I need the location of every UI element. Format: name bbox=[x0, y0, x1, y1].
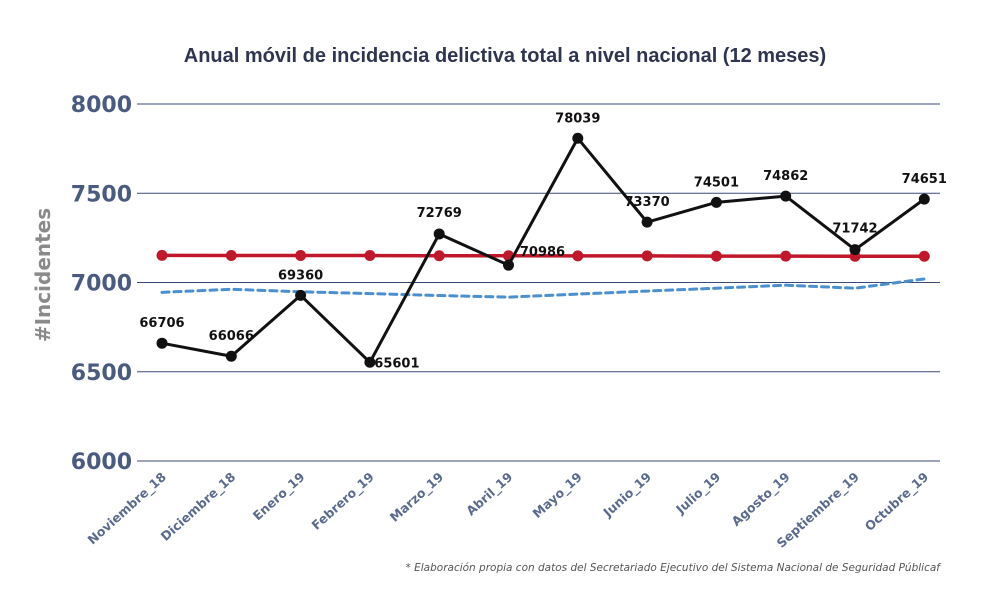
y-tick-label: 6500 bbox=[71, 361, 132, 386]
data-point-incidentes bbox=[503, 259, 514, 271]
data-point-incidentes bbox=[156, 337, 168, 349]
data-label: 73370 bbox=[624, 195, 669, 210]
x-tick-label: Junio_19 bbox=[600, 469, 655, 521]
data-point-promedio bbox=[572, 250, 584, 262]
data-point-incidentes bbox=[780, 190, 792, 202]
data-point-incidentes bbox=[641, 216, 653, 228]
data-point-promedio bbox=[225, 250, 237, 262]
data-label: 74501 bbox=[694, 175, 739, 190]
x-tick-label: Abril_19 bbox=[463, 469, 516, 519]
data-label: 70986 bbox=[520, 245, 565, 260]
footnote: * Elaboración propia con datos del Secre… bbox=[406, 562, 943, 574]
data-point-incidentes bbox=[433, 228, 445, 240]
data-point-promedio bbox=[156, 249, 168, 261]
series-line-incidentes bbox=[160, 136, 926, 364]
x-tick-label: Enero_19 bbox=[250, 469, 309, 524]
data-label: 66706 bbox=[139, 316, 184, 331]
data-label: 74651 bbox=[902, 172, 947, 187]
data-point-promedio bbox=[364, 250, 376, 262]
data-point-incidentes bbox=[225, 350, 237, 362]
data-label: 78039 bbox=[555, 111, 600, 126]
data-point-incidentes bbox=[364, 356, 376, 368]
data-point-promedio bbox=[641, 250, 653, 262]
x-tick-label: Agosto_19 bbox=[729, 469, 794, 530]
series-line-promedio bbox=[160, 253, 927, 259]
series-line-tendencia bbox=[160, 277, 926, 299]
x-tick-label: Julio_19 bbox=[672, 469, 724, 518]
y-tick-label: 8000 bbox=[71, 93, 132, 118]
y-axis-label: #Incidentes bbox=[31, 208, 55, 342]
data-point-promedio bbox=[433, 250, 445, 262]
x-tick-label: Noviembre_18 bbox=[84, 469, 169, 548]
data-label: 66066 bbox=[209, 329, 254, 344]
x-tick-label: Diciembre_18 bbox=[158, 469, 239, 545]
data-label: 69360 bbox=[278, 268, 323, 283]
x-tick-label: Octubre_19 bbox=[862, 469, 932, 535]
x-tick-label: Mayo_19 bbox=[530, 469, 586, 522]
data-point-incidentes bbox=[572, 132, 584, 144]
data-label: 71742 bbox=[832, 222, 877, 237]
data-point-incidentes bbox=[295, 289, 307, 301]
y-tick-label: 7500 bbox=[71, 182, 132, 207]
data-label: 65601 bbox=[374, 356, 419, 371]
data-point-incidentes bbox=[710, 196, 722, 208]
chart-title: Anual móvil de incidencia delictiva tota… bbox=[184, 45, 826, 67]
x-tick-label: Febrero_19 bbox=[309, 469, 378, 533]
data-point-incidentes bbox=[918, 193, 930, 205]
data-point-promedio bbox=[710, 250, 722, 262]
data-point-promedio bbox=[780, 250, 792, 262]
y-tick-label: 7000 bbox=[71, 272, 132, 297]
y-tick-label: 6000 bbox=[71, 450, 132, 475]
data-label: 72769 bbox=[417, 206, 462, 221]
data-label: 74862 bbox=[763, 169, 808, 184]
x-tick-label: Marzo_19 bbox=[387, 469, 447, 525]
data-point-promedio bbox=[295, 250, 307, 262]
data-point-incidentes bbox=[849, 244, 861, 256]
data-point-promedio bbox=[918, 250, 930, 262]
